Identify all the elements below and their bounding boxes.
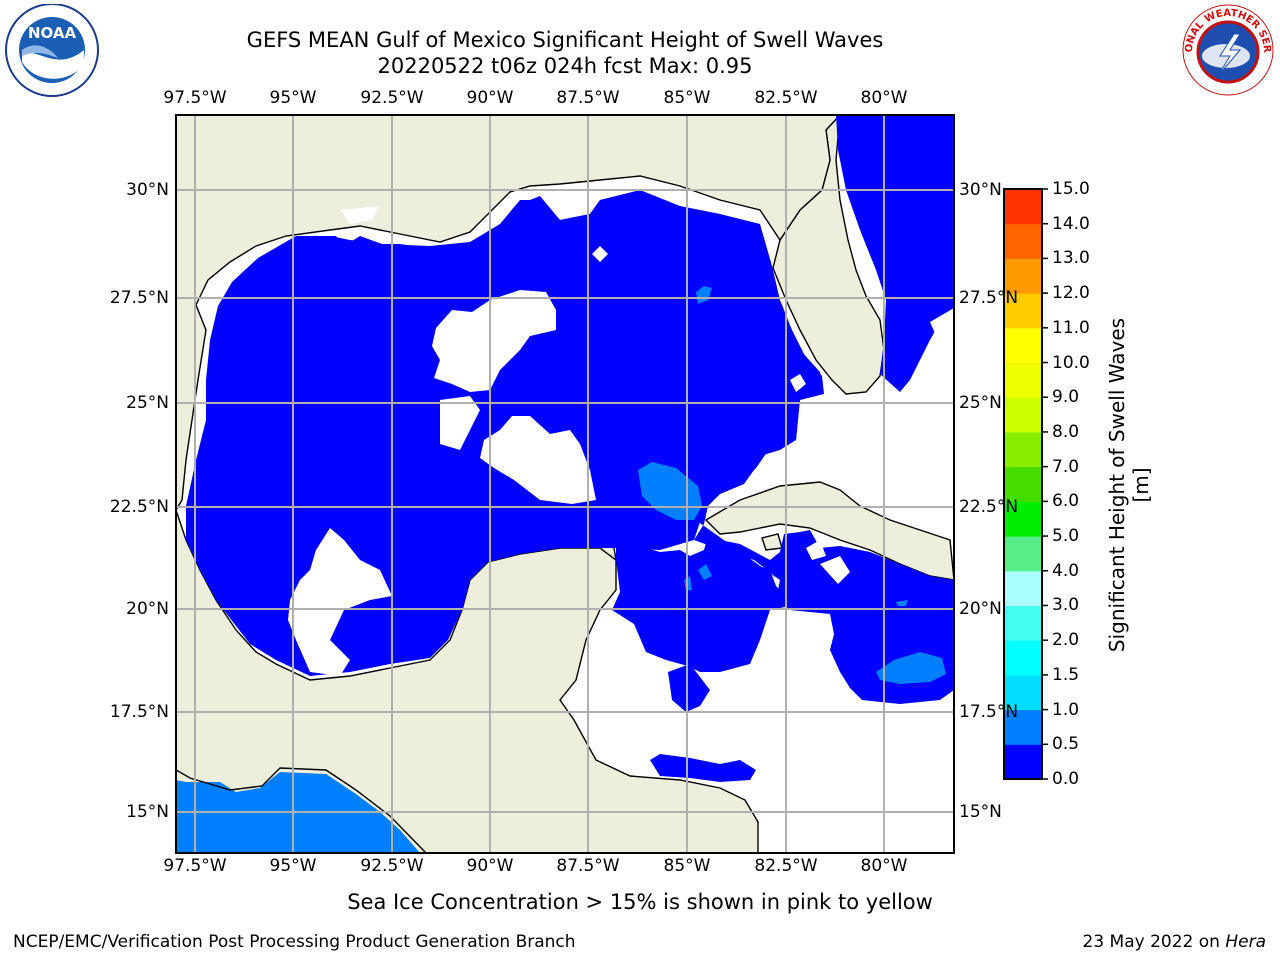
lon-label-bottom: 80°W [860, 856, 908, 876]
lon-label-bottom: 82.5°W [754, 856, 818, 876]
lon-label-bottom: 97.5°W [163, 856, 227, 876]
colorbar-tick-label: 10.0 [1052, 352, 1090, 373]
colorbar-tick-label: 1.0 [1052, 699, 1080, 720]
lat-label-right: 22.5°N [959, 497, 1019, 517]
footer-credit: NCEP/EMC/Verification Post Processing Pr… [13, 932, 576, 952]
map-subtitle: 20220522 t06z 024h fcst Max: 0.95 [377, 54, 753, 78]
colorbar-swatch [1004, 466, 1042, 502]
lat-label-right: 20°N [959, 599, 1002, 619]
lat-label-left: 25°N [126, 393, 169, 413]
lon-label-top: 95°W [269, 88, 317, 108]
footer-machine: Hera [1225, 932, 1266, 952]
colorbar-swatch [1004, 640, 1042, 676]
svg-text:NOAA: NOAA [28, 24, 77, 42]
map-title: GEFS MEAN Gulf of Mexico Significant Hei… [246, 28, 884, 52]
lat-label-left: 20°N [126, 599, 169, 619]
map-frame [175, 114, 955, 854]
graticule [176, 115, 954, 853]
colorbar-tick-label: 9.0 [1052, 387, 1080, 408]
lon-label-top: 92.5°W [360, 88, 424, 108]
colorbar-tick-label: 4.0 [1052, 560, 1080, 581]
colorbar-tick-label: 12.0 [1052, 283, 1090, 304]
colorbar-tick-label: 14.0 [1052, 213, 1090, 234]
colorbar-tick-label: 15.0 [1052, 179, 1090, 199]
colorbar-swatch [1004, 605, 1042, 641]
colorbar-swatch [1004, 397, 1042, 433]
sea-ice-note: Sea Ice Concentration > 15% is shown in … [347, 890, 933, 914]
nws-logo: NATIONAL WEATHER SERVICE [1176, 0, 1274, 96]
lon-label-top: 82.5°W [754, 88, 818, 108]
lat-label-left: 27.5°N [109, 288, 169, 308]
colorbar-tick-label: 0.5 [1052, 734, 1080, 755]
pacific-coastline [176, 767, 427, 853]
colorbar-swatch [1004, 709, 1042, 745]
footer-date-text: 23 May 2022 on [1082, 932, 1226, 952]
colorbar-swatch [1004, 327, 1042, 364]
colorbar-tick-label: 5.0 [1052, 526, 1080, 547]
lon-label-top: 97.5°W [163, 88, 227, 108]
lat-label-left: 30°N [126, 180, 169, 200]
lon-label-top: 80°W [860, 88, 908, 108]
colorbar-swatch [1004, 258, 1042, 294]
lon-label-bottom: 92.5°W [360, 856, 424, 876]
colorbar-swatch [1004, 744, 1042, 780]
colorbar-tick-label: 3.0 [1052, 595, 1080, 616]
colorbar-label: Significant Height of Swell Waves [m] [1105, 317, 1153, 653]
lat-label-right: 15°N [959, 802, 1002, 822]
colorbar-swatch [1004, 674, 1042, 711]
colorbar [1004, 188, 1048, 780]
colorbar-tick-label: 0.0 [1052, 769, 1080, 789]
lat-label-right: 27.5°N [959, 288, 1019, 308]
colorbar-swatch [1004, 362, 1042, 398]
colorbar-swatch [1004, 293, 1042, 329]
colorbar-tick-label: 11.0 [1052, 317, 1090, 338]
colorbar-swatch [1004, 570, 1042, 606]
lat-label-left: 17.5°N [109, 702, 169, 722]
lat-label-left: 15°N [126, 802, 169, 822]
colorbar-swatch [1004, 536, 1042, 572]
lon-label-bottom: 85°W [663, 856, 711, 876]
lon-label-top: 90°W [466, 88, 514, 108]
lon-label-top: 85°W [663, 88, 711, 108]
colorbar-swatch [1004, 431, 1042, 468]
lon-label-bottom: 87.5°W [556, 856, 620, 876]
land-texas-louisiana [176, 115, 841, 512]
colorbar-tick-label: 8.0 [1052, 421, 1080, 442]
colorbar-swatch [1004, 223, 1042, 259]
lat-label-right: 25°N [959, 393, 1002, 413]
colorbar-tick-label: 7.0 [1052, 456, 1080, 477]
colorbar-tick-label: 6.0 [1052, 491, 1080, 512]
colorbar-frame [1003, 188, 1043, 780]
colorbar-swatch [1004, 189, 1042, 225]
colorbar-tick-label: 2.0 [1052, 630, 1080, 651]
lon-label-bottom: 95°W [269, 856, 317, 876]
footer-date: 23 May 2022 on Hera [1083, 932, 1267, 952]
colorbar-swatch [1004, 501, 1042, 537]
lon-label-top: 87.5°W [556, 88, 620, 108]
colorbar-tick-label: 1.5 [1052, 664, 1080, 685]
lat-label-right: 30°N [959, 180, 1002, 200]
lat-label-right: 17.5°N [959, 702, 1019, 722]
colorbar-tick-label: 13.0 [1052, 248, 1090, 269]
swell-gaps-layer [288, 206, 954, 676]
lat-label-left: 22.5°N [109, 497, 169, 517]
noaa-logo: NOAA [5, 4, 99, 97]
lon-label-bottom: 90°W [466, 856, 514, 876]
